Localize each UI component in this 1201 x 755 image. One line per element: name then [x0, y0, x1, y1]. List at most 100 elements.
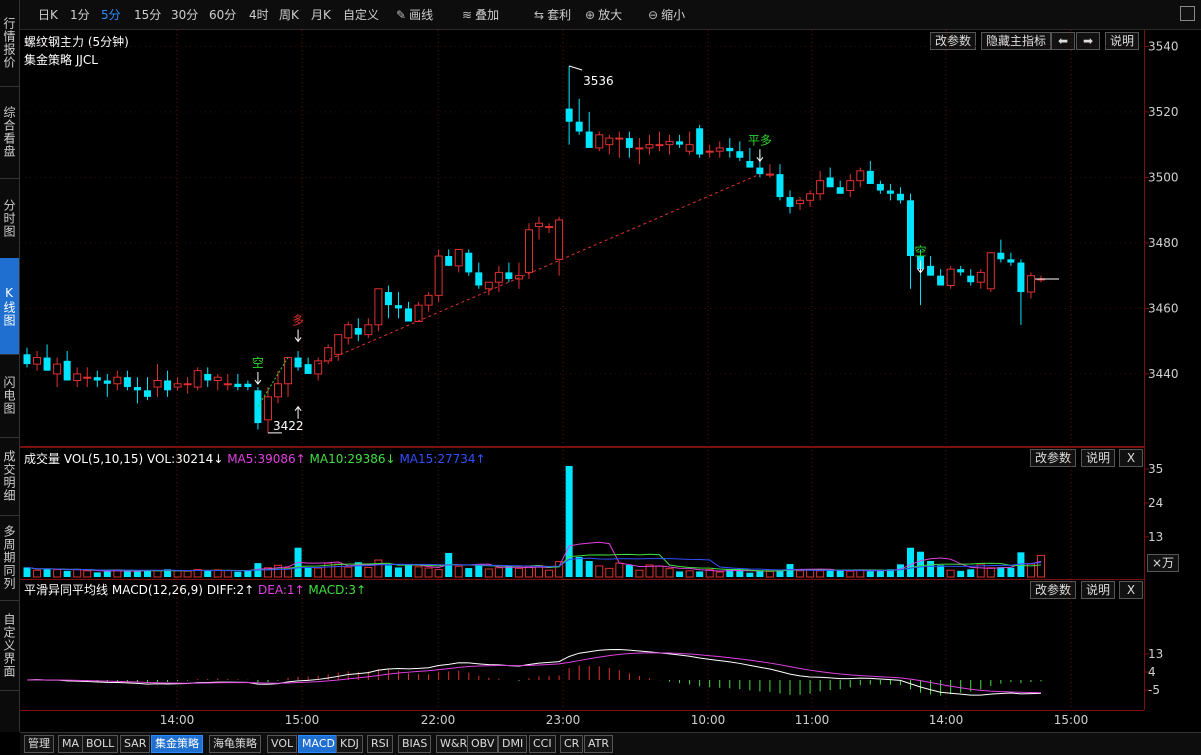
left-tab-6[interactable]: 多周期同列 — [0, 515, 19, 601]
volume-bar — [83, 570, 92, 578]
macd-params-button[interactable]: 改参数 — [1030, 581, 1077, 599]
candle-body — [273, 383, 282, 398]
arbitrage-icon: ⇆ — [534, 8, 545, 22]
candle-body — [655, 144, 664, 147]
bottom-tab-11[interactable]: W&R — [436, 735, 472, 753]
volume-bar — [866, 571, 874, 577]
hide-main-indicator-button[interactable]: 隐藏主指标 — [981, 32, 1052, 50]
volume-params-button[interactable]: 改参数 — [1030, 449, 1077, 467]
candle-body — [123, 377, 131, 388]
bottom-tab-10[interactable]: BIAS — [398, 735, 432, 753]
period-6[interactable]: 4时 — [249, 8, 269, 22]
bottom-tab-16[interactable]: ATR — [584, 735, 614, 753]
tool-4-button[interactable]: ⊖ 缩小 — [648, 6, 685, 23]
candle-body — [997, 252, 1005, 260]
bottom-tab-6[interactable]: VOL — [267, 735, 298, 753]
tool-0-button[interactable]: ✎ 画线 — [396, 6, 433, 23]
prev-arrow-button[interactable]: ⬅ — [1051, 32, 1075, 50]
next-arrow-button[interactable]: ➡ — [1076, 32, 1100, 50]
volume-help-button[interactable]: 说明 — [1081, 449, 1116, 467]
bottom-tab-13[interactable]: DMI — [498, 735, 528, 753]
volume-bar — [565, 466, 573, 577]
candle-body — [324, 347, 333, 362]
period-4[interactable]: 30分 — [171, 8, 199, 22]
left-tab-7[interactable]: 自定义界面 — [0, 600, 19, 691]
candle-body — [846, 180, 855, 192]
bottom-tab-2[interactable]: BOLL — [82, 735, 119, 753]
macd-dea-line — [26, 652, 1042, 694]
period-9[interactable]: 自定义 — [343, 8, 380, 22]
tool-2-button[interactable]: ⇆ 套利 — [534, 6, 571, 23]
macd-name: 平滑异同平均线 — [24, 583, 109, 597]
window-restore-button[interactable] — [1180, 6, 1195, 21]
bottom-tab-4[interactable]: 集金策略 — [151, 735, 203, 753]
volume-close-button[interactable]: X — [1119, 449, 1143, 467]
bottom-tab-15[interactable]: CR — [560, 735, 584, 753]
left-tab-1[interactable]: 综合看盘 — [0, 86, 19, 179]
left-tab-0[interactable]: 行情报价 — [0, 0, 19, 87]
volume-bar — [164, 569, 172, 577]
left-tab-label: K线图 — [2, 285, 16, 327]
bottom-tab-5[interactable]: 海龟策略 — [209, 735, 261, 753]
volume-bar — [976, 563, 985, 578]
macd-help-button[interactable]: 说明 — [1081, 581, 1116, 599]
volume-bar — [284, 567, 293, 578]
bottom-tab-3[interactable]: SAR — [120, 735, 151, 753]
candle-body — [23, 354, 31, 365]
price-tick-label: 3540 — [1148, 39, 1179, 53]
bottom-tab-0[interactable]: 管理 — [24, 735, 54, 753]
tool-3-button[interactable]: ⊕ 放大 — [585, 6, 622, 23]
bottom-tab-14[interactable]: CCI — [529, 735, 556, 753]
main-params-button[interactable]: 改参数 — [930, 32, 977, 50]
period-5[interactable]: 60分 — [209, 8, 237, 22]
candle-body — [73, 373, 82, 381]
candle-body — [465, 252, 473, 273]
bottom-tab-8[interactable]: KDJ — [336, 735, 363, 753]
period-1[interactable]: 1分 — [70, 8, 90, 22]
candle-body — [344, 324, 353, 339]
tool-label: 画线 — [409, 8, 434, 22]
candle-body — [213, 376, 222, 381]
period-2[interactable]: 5分 — [101, 8, 121, 22]
volume-bar — [213, 569, 222, 578]
macd-close-button[interactable]: X — [1119, 581, 1143, 599]
bottom-tab-9[interactable]: RSI — [367, 735, 393, 753]
layers-icon: ≋ — [462, 8, 473, 22]
trend-dashed-line — [317, 173, 761, 365]
macd-tick-label: 4 — [1148, 665, 1156, 679]
period-0[interactable]: 日K — [38, 8, 58, 22]
bottom-tab-12[interactable]: OBV — [467, 735, 499, 753]
volume-bar — [1007, 567, 1015, 577]
candle-body — [715, 147, 724, 152]
candle-body — [153, 379, 162, 388]
left-tab-label: 闪电图 — [2, 376, 16, 415]
left-tab-4[interactable]: 闪电图 — [0, 354, 19, 438]
low-price-label: 3422 — [273, 419, 304, 433]
main-help-button[interactable]: 说明 — [1105, 32, 1140, 50]
period-7[interactable]: 周K — [279, 8, 299, 22]
period-8[interactable]: 月K — [311, 8, 331, 22]
volume-ma10: MA10:29386↓ — [309, 452, 396, 466]
candle-body — [234, 383, 242, 388]
volume-bar — [927, 560, 935, 577]
candle-body — [143, 390, 151, 397]
candle-body — [876, 183, 884, 191]
volume-bar — [374, 559, 383, 578]
bottom-tab-1[interactable]: MA — [58, 735, 84, 753]
volume-tick-label: 35 — [1148, 462, 1163, 476]
left-tab-5[interactable]: 成交明细 — [0, 437, 19, 516]
period-3[interactable]: 15分 — [134, 8, 162, 22]
bottom-tab-7[interactable]: MACD — [298, 735, 339, 753]
candle-body — [173, 383, 182, 388]
candle-body — [374, 288, 383, 326]
volume-bar — [917, 551, 925, 577]
tool-label: 叠加 — [475, 8, 500, 22]
candle-body — [83, 376, 92, 379]
volume-bar — [986, 567, 995, 578]
volume-bar — [826, 570, 834, 577]
volume-bar — [354, 562, 362, 577]
tool-1-button[interactable]: ≋ 叠加 — [462, 6, 499, 23]
volume-bar — [685, 570, 694, 578]
left-tab-3[interactable]: K线图 — [0, 258, 19, 355]
